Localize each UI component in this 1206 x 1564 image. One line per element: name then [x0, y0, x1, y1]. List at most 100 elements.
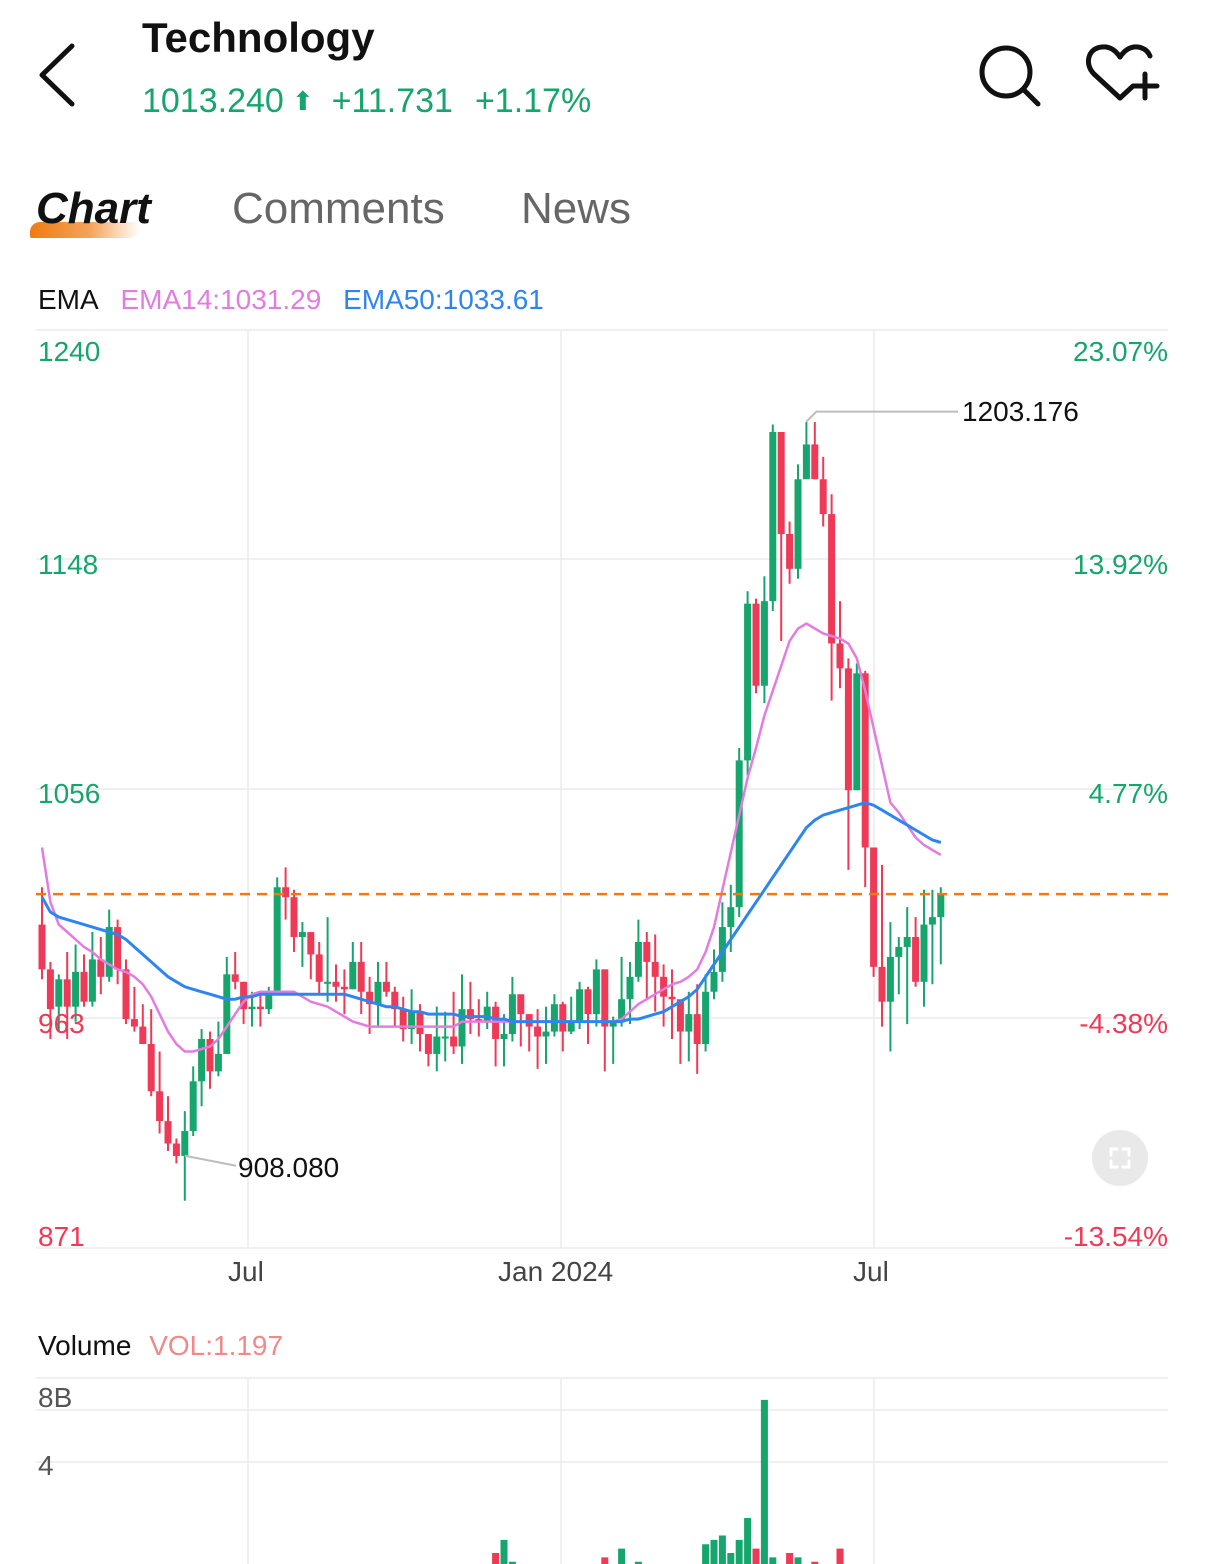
tab-chart[interactable]: Chart	[36, 184, 151, 233]
volume-bar	[769, 1557, 777, 1564]
candle-body	[744, 603, 752, 761]
fullscreen-icon	[1109, 1147, 1131, 1169]
candle-body	[685, 1014, 693, 1032]
candle-body	[592, 969, 600, 1015]
candle-body	[844, 668, 852, 791]
candle-body	[492, 1006, 500, 1040]
candle-body	[139, 1026, 147, 1044]
candle-body	[483, 1006, 491, 1022]
high-callout: 1203.176	[962, 396, 1079, 427]
candle-body	[181, 1131, 189, 1156]
volume-legend[interactable]: Volume VOL:1.197	[38, 1330, 283, 1362]
volume-bar	[760, 1399, 768, 1564]
candle-body	[349, 961, 357, 990]
candle-body	[122, 969, 130, 1020]
candlestick-chart[interactable]	[0, 0, 1206, 1310]
candle-body	[660, 976, 668, 997]
candle-body	[156, 1091, 164, 1122]
y-axis-left-label: 871	[38, 1221, 85, 1252]
candle-body	[534, 1026, 542, 1037]
candle-body	[508, 994, 516, 1035]
candle-body	[836, 643, 844, 669]
candle-body	[298, 932, 306, 938]
volume-axis-label: 8B	[38, 1382, 73, 1413]
y-axis-right-label: -13.54%	[1063, 1221, 1168, 1252]
y-axis-left-label: 963	[38, 1008, 85, 1039]
candle-body	[105, 927, 113, 977]
candle-body	[634, 942, 642, 977]
volume-bar	[634, 1561, 642, 1564]
candle-body	[735, 760, 743, 908]
candle-body	[811, 444, 819, 480]
candle-body	[450, 1036, 458, 1047]
candle-body	[88, 959, 96, 1002]
candle-body	[424, 1034, 432, 1054]
candle-body	[63, 979, 71, 1007]
last-price: 1013.240	[142, 82, 284, 120]
candle-body	[702, 991, 710, 1044]
candle-body	[399, 1009, 407, 1030]
candle-body	[290, 897, 298, 938]
price-change-pct: +1.17%	[474, 82, 592, 120]
back-icon[interactable]	[30, 40, 90, 110]
volume-bar	[710, 1539, 718, 1564]
volume-bar	[601, 1557, 609, 1564]
y-axis-left-label: 1148	[38, 549, 99, 580]
candle-body	[72, 971, 80, 1007]
search-icon[interactable]	[976, 42, 1042, 108]
indicator-legend[interactable]: EMA EMA14:1031.29 EMA50:1033.61	[38, 284, 558, 316]
candle-body	[340, 986, 348, 990]
candle-body	[853, 673, 861, 791]
candle-body	[567, 1021, 575, 1032]
candle-body	[693, 1014, 701, 1044]
candle-body	[861, 673, 869, 848]
volume-bar	[786, 1553, 794, 1564]
candle-body	[458, 1009, 466, 1047]
candle-body	[937, 894, 945, 918]
volume-value: VOL:1.197	[149, 1330, 284, 1361]
page-title: Technology	[142, 14, 375, 61]
candle-body	[391, 991, 399, 1010]
candle-body	[80, 971, 88, 1002]
y-axis-right-label: 4.77%	[1088, 778, 1168, 809]
volume-bar	[744, 1518, 752, 1564]
tab-news[interactable]: News	[521, 184, 632, 233]
candle-body	[903, 937, 911, 947]
candle-body	[609, 1021, 617, 1027]
candle-body	[97, 959, 105, 977]
candle-body	[886, 956, 894, 1002]
volume-bar	[492, 1553, 500, 1564]
heart-plus-icon[interactable]	[1082, 40, 1162, 106]
candle-body	[265, 994, 273, 1010]
candle-body	[55, 979, 63, 1007]
ema14-line	[40, 622, 942, 1053]
candle-body	[214, 1053, 222, 1072]
volume-chart[interactable]	[0, 1370, 1206, 1564]
candle-body	[324, 981, 332, 984]
candle-body	[374, 981, 382, 1005]
up-arrow-icon: ⬆	[291, 86, 314, 116]
candle-body	[441, 1036, 449, 1039]
y-axis-left-label: 1056	[38, 778, 101, 809]
y-axis-left-label: 1240	[38, 336, 101, 367]
ema50-line	[40, 801, 942, 1024]
candle-body	[786, 534, 794, 569]
low-callout: 908.080	[238, 1152, 340, 1183]
candle-body	[676, 999, 684, 1032]
y-axis-right-label: 23.07%	[1073, 336, 1168, 367]
candle-body	[416, 1011, 424, 1035]
tab-comments[interactable]: Comments	[232, 184, 445, 233]
candle-body	[223, 974, 231, 1054]
candle-body	[282, 887, 290, 898]
candle-body	[819, 479, 827, 515]
fullscreen-button[interactable]	[1092, 1130, 1148, 1186]
candle-body	[357, 961, 365, 992]
candle-body	[828, 514, 836, 644]
candle-body	[206, 1039, 214, 1072]
candle-body	[382, 981, 390, 992]
candle-body	[727, 907, 735, 928]
candle-body	[878, 966, 886, 1002]
candle-body	[769, 432, 777, 602]
candle-body	[752, 603, 760, 686]
candle-body	[802, 444, 810, 480]
